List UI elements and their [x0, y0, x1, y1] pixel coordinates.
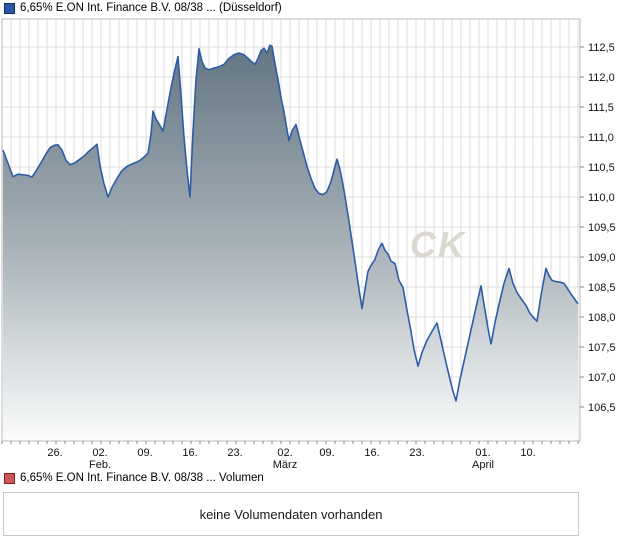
watermark-text: CK [410, 224, 467, 265]
price-chart-canvas: CK 112,5 112,0 111,5 111,0 110,5 110,0 109,5 109… [1, 18, 616, 470]
plot-border [1, 18, 581, 442]
volume-panel: keine Volumendaten vorhanden [3, 492, 579, 536]
price-series-marker-icon [4, 2, 15, 14]
x-axis-label: 16. [182, 447, 197, 459]
price-line [2, 44, 579, 402]
x-axis-label: 02. [277, 447, 292, 459]
y-axis-label: 110,5 [588, 162, 615, 174]
volume-series-marker-icon [4, 472, 15, 484]
price-series-legend: 6,65% E.ON Int. Finance B.V. 08/38 ... (… [4, 2, 282, 14]
no-volume-message: keine Volumendaten vorhanden [199, 506, 383, 522]
x-axis-label: 26. [47, 447, 62, 459]
y-axis-label: 108,0 [588, 312, 616, 324]
y-axis-label: 111,5 [588, 102, 614, 114]
price-area [3, 45, 578, 441]
x-axis-label: 01. [475, 447, 490, 459]
x-axis-label: 23. [227, 447, 242, 459]
x-axis-label: 09. [319, 447, 334, 459]
y-axis-label: 108,5 [588, 282, 616, 294]
x-axis-label: 09. [137, 447, 152, 459]
y-axis-label: 112,0 [588, 72, 615, 84]
y-axis-label: 107,0 [588, 372, 616, 384]
chart-title: 6,65% E.ON Int. Finance B.V. 08/38 ... (… [20, 2, 282, 14]
y-axis-label: 109,5 [588, 222, 616, 234]
x-axis-month-label: April [472, 459, 494, 470]
y-axis-label: 110,0 [588, 192, 615, 204]
y-axis-label: 111,0 [588, 132, 614, 144]
x-axis-month-label: März [273, 459, 297, 470]
x-axis-month-label: Feb. [89, 459, 111, 470]
x-axis-label: 16. [364, 447, 379, 459]
y-axis-label: 106,5 [588, 402, 616, 414]
volume-series-legend: 6,65% E.ON Int. Finance B.V. 08/38 ... V… [4, 472, 264, 484]
x-axis-label: 10. [520, 447, 535, 459]
x-axis-label: 02. [92, 447, 107, 459]
volume-title: 6,65% E.ON Int. Finance B.V. 08/38 ... V… [20, 472, 264, 484]
y-axis-label: 107,5 [588, 342, 616, 354]
y-axis-label: 112,5 [588, 42, 615, 54]
x-axis-label: 23. [409, 447, 424, 459]
y-axis-label: 109,0 [588, 252, 616, 264]
